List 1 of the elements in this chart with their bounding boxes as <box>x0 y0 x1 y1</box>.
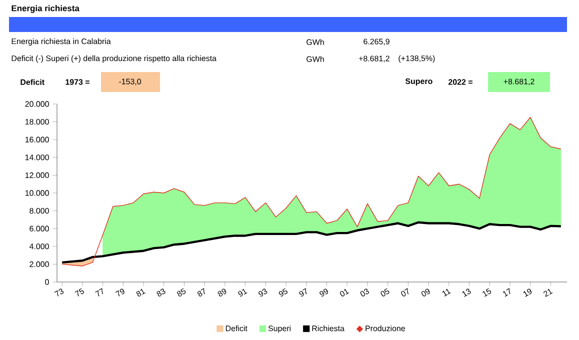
chart-title: Energia richiesta <box>12 5 80 13</box>
